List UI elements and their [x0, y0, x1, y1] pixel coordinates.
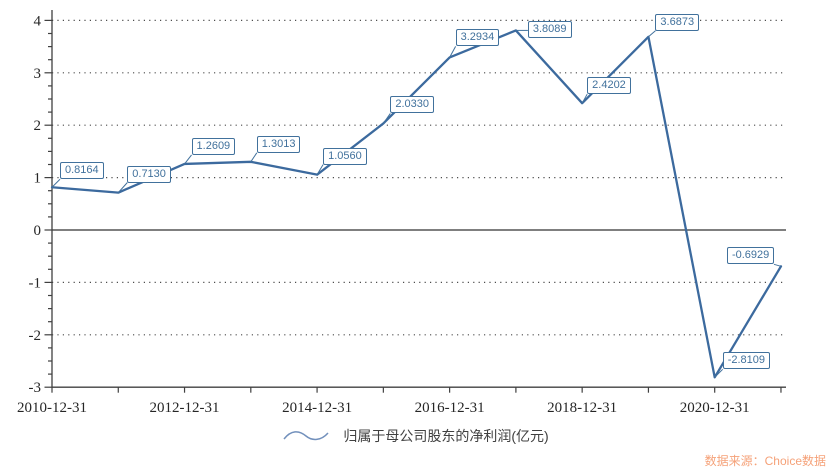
data-label-leader [382, 113, 391, 124]
data-source-watermark: 数据来源：Choice数据 [704, 454, 826, 468]
x-axis-tick-label: 2018-12-31 [547, 400, 617, 416]
legend-series-label: 归属于母公司股东的净利润(亿元) [343, 428, 549, 444]
data-label-leader [51, 178, 61, 188]
legend: 归属于母公司股东的净利润(亿元) [0, 426, 831, 446]
y-axis-tick-label: 3 [34, 66, 42, 82]
y-axis-tick-label: -2 [29, 328, 42, 344]
x-axis-tick-label: 2012-12-31 [150, 400, 220, 416]
data-label-leader [648, 30, 656, 38]
data-label-leader [117, 182, 128, 193]
data-label-leader [184, 154, 192, 165]
x-axis-tick-label: 2014-12-31 [282, 400, 352, 416]
y-axis-tick-label: 0 [34, 223, 42, 239]
data-label-leader [773, 263, 782, 267]
x-axis-tick-label: 2016-12-31 [415, 400, 485, 416]
x-axis-tick-label: 2010-12-31 [17, 400, 87, 416]
y-axis-tick-label: -3 [29, 380, 42, 396]
x-axis-tick-label: 2020-12-31 [680, 400, 750, 416]
data-label-leader [714, 368, 724, 378]
data-label-leader [581, 93, 588, 104]
y-axis-tick-label: 2 [34, 118, 42, 134]
legend-line-icon [283, 431, 329, 441]
data-label-leader [316, 164, 324, 175]
y-axis-tick-label: 1 [34, 171, 42, 187]
y-axis-tick-label: -1 [29, 275, 42, 291]
y-axis-tick-label: 4 [34, 13, 42, 29]
data-label-leader [449, 46, 457, 58]
series-line [50, 29, 783, 379]
data-label-leader [250, 152, 258, 163]
